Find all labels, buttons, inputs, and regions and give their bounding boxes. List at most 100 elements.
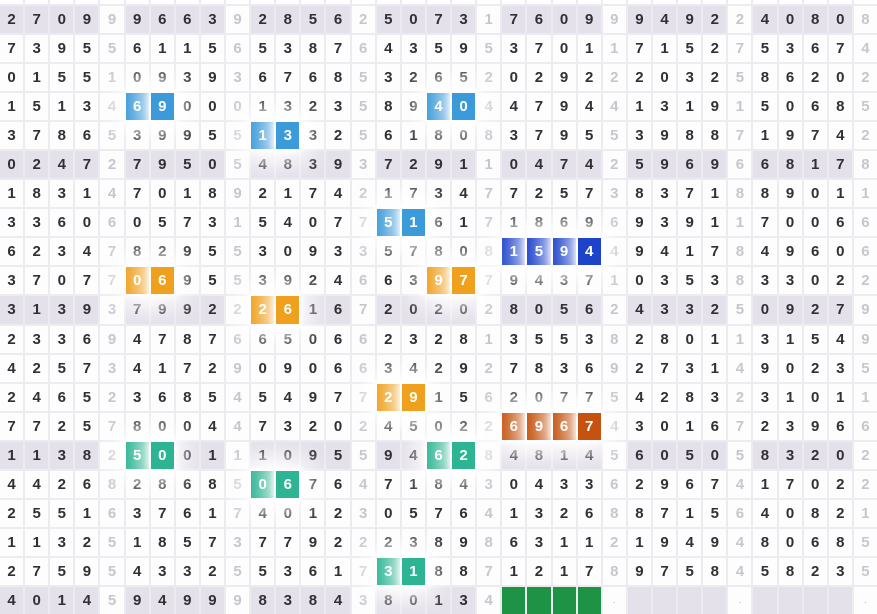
- digit-cell: 3: [125, 122, 149, 150]
- highlighted-digit-cell: 3: [376, 557, 400, 585]
- digit-cell: 3: [276, 586, 300, 614]
- digit-cell: 5: [376, 238, 400, 266]
- digit-cell: 5: [75, 412, 99, 440]
- digit-cell: 6: [828, 412, 852, 440]
- separator-digit-cell: 2: [477, 64, 501, 92]
- digit-cell: 9: [652, 151, 677, 179]
- digit-cell: 5: [678, 441, 702, 469]
- digit-cell: 7: [175, 209, 199, 237]
- digit-cell: 2: [552, 499, 576, 527]
- separator-digit-cell: 5: [100, 557, 124, 585]
- separator-digit-cell: 7: [351, 383, 375, 411]
- green-block-cell: [527, 586, 551, 614]
- digit-cell: 5: [753, 93, 777, 121]
- digit-cell: 0: [0, 64, 24, 92]
- partial-row-cell: [251, 0, 275, 4]
- separator-digit-cell: 4: [728, 528, 752, 556]
- digit-cell: 5: [75, 64, 99, 92]
- digit-cell: 2: [50, 412, 74, 440]
- digit-cell: 1: [75, 499, 99, 527]
- digit-cell: 9: [276, 267, 300, 295]
- digit-cell: 4: [25, 470, 49, 498]
- separator-digit-cell: 7: [351, 296, 375, 324]
- digit-cell: 0: [401, 6, 425, 34]
- digit-cell: 8: [376, 586, 400, 614]
- digit-cell: 5: [150, 209, 174, 237]
- digit-cell: 3: [0, 209, 24, 237]
- digit-cell: 0: [778, 93, 802, 121]
- digit-cell: 9: [627, 557, 651, 585]
- separator-digit-cell: 6: [477, 383, 501, 411]
- digit-cell: 1: [828, 383, 852, 411]
- digit-cell: 1: [0, 93, 24, 121]
- digit-cell: 9: [175, 122, 199, 150]
- highlighted-digit-cell: 0: [125, 267, 149, 295]
- digit-cell: 3: [25, 325, 49, 353]
- separator-digit-cell: 5: [477, 35, 501, 63]
- digit-cell: 8: [276, 151, 300, 179]
- digit-cell: 9: [150, 151, 174, 179]
- digit-cell: 5: [527, 325, 551, 353]
- digit-cell: 6: [150, 6, 174, 34]
- digit-cell: 1: [25, 441, 49, 469]
- digit-cell: 8: [652, 325, 677, 353]
- digit-cell: 7: [703, 238, 727, 266]
- digit-cell: 8: [200, 180, 225, 208]
- digit-cell: 3: [778, 267, 802, 295]
- separator-digit-cell: 9: [100, 325, 124, 353]
- digit-cell: 0: [301, 325, 325, 353]
- partial-row-cell: [50, 0, 74, 4]
- digit-cell: 9: [150, 296, 174, 324]
- digit-cell: 0: [753, 296, 777, 324]
- digit-cell: 1: [175, 180, 199, 208]
- digit-cell: 4: [502, 93, 526, 121]
- separator-digit-cell: 1: [728, 209, 752, 237]
- digit-cell: 2: [627, 470, 651, 498]
- digit-cell: 0: [552, 6, 576, 34]
- separator-digit-cell: 8: [477, 441, 501, 469]
- digit-cell: 2: [125, 470, 149, 498]
- separator-digit-cell: 1: [602, 267, 626, 295]
- digit-cell: 1: [627, 93, 651, 121]
- separator-digit-cell: 8: [853, 151, 877, 179]
- digit-cell: 0: [652, 441, 677, 469]
- digit-cell: 7: [326, 35, 350, 63]
- digit-cell: 3: [50, 528, 74, 556]
- digit-cell: 3: [276, 557, 300, 585]
- digit-cell: 7: [401, 180, 425, 208]
- digit-cell: 1: [678, 238, 702, 266]
- highlighted-digit-cell: 5: [527, 238, 551, 266]
- separator-digit-cell: 8: [100, 470, 124, 498]
- digit-cell: 5: [452, 64, 476, 92]
- partial-row-cell: [150, 0, 174, 4]
- digit-cell: 6: [326, 6, 350, 34]
- digit-cell: 2: [301, 93, 325, 121]
- digit-cell: 8: [627, 180, 651, 208]
- digit-cell: 3: [828, 557, 852, 585]
- digit-cell: 9: [703, 528, 727, 556]
- separator-digit-cell: 3: [477, 470, 501, 498]
- digit-cell: 5: [753, 557, 777, 585]
- digit-cell: 1: [452, 151, 476, 179]
- digit-cell: 3: [652, 93, 677, 121]
- digit-cell: 9: [703, 93, 727, 121]
- digit-cell: 7: [175, 354, 199, 382]
- digit-cell: 5: [251, 209, 275, 237]
- digit-cell: 2: [200, 354, 225, 382]
- digit-cell: 0: [276, 238, 300, 266]
- separator-digit-cell: 6: [226, 325, 250, 353]
- digit-cell: 3: [502, 325, 526, 353]
- separator-digit-cell: 2: [351, 180, 375, 208]
- digit-cell: 3: [577, 470, 601, 498]
- digit-cell: 4: [828, 122, 852, 150]
- digit-cell: 3: [25, 209, 49, 237]
- digit-cell: 3: [828, 354, 852, 382]
- digit-cell: 9: [276, 354, 300, 382]
- partial-row-cell: [452, 0, 476, 4]
- digit-cell: 2: [376, 325, 400, 353]
- digit-cell: 7: [376, 151, 400, 179]
- digit-cell: 0: [502, 64, 526, 92]
- digit-cell: 4: [0, 586, 24, 614]
- digit-cell: 0: [401, 296, 425, 324]
